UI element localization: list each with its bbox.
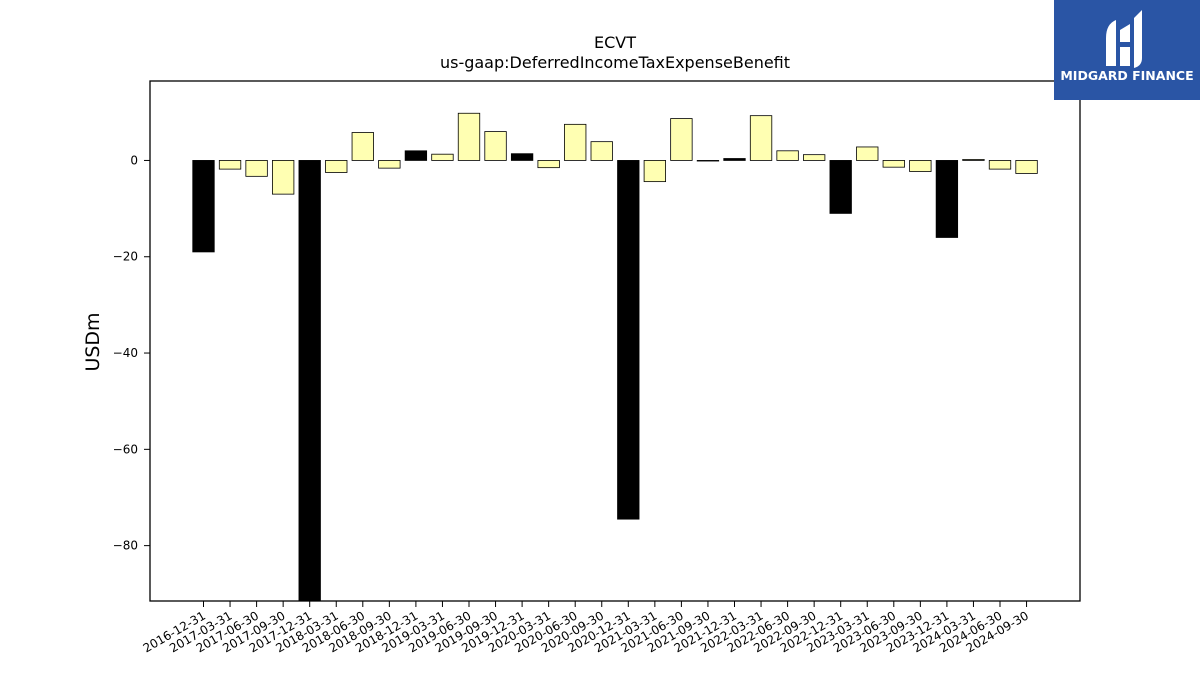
bar-2022-12-31: [829, 160, 852, 214]
bar-2021-12-31: [723, 158, 746, 161]
bar-2022-06-30: [776, 150, 799, 161]
logo-text: MIDGARD FINANCE: [1060, 68, 1194, 83]
bar-2017-03-31: [218, 160, 242, 170]
bar-2022-03-31: [749, 115, 773, 161]
x-ticks-group: 2016-12-312017-03-312017-06-302017-09-30…: [141, 601, 1031, 655]
bar-2018-12-31: [404, 150, 428, 161]
bar-2022-09-30: [803, 154, 826, 161]
bar-2019-09-30: [484, 131, 507, 161]
y-tick-label: −20: [113, 250, 138, 264]
bar-2021-03-31: [643, 160, 666, 183]
chart-title: ECVT: [594, 33, 636, 52]
bar-2019-06-30: [457, 112, 481, 161]
chart-subtitle: us-gaap:DeferredIncomeTaxExpenseBenefit: [440, 53, 790, 72]
bar-2021-06-30: [670, 118, 693, 161]
bar-2024-09-30: [1015, 160, 1038, 174]
bars-group: [192, 112, 1038, 602]
bar-2023-06-30: [882, 160, 905, 168]
plot-frame: [149, 80, 1081, 602]
y-tick-label: −40: [113, 346, 138, 360]
bar-2018-06-30: [351, 132, 374, 161]
midgard-finance-logo: MIDGARD FINANCE: [1054, 0, 1200, 100]
bar-2023-12-31: [935, 160, 959, 238]
bar-2019-03-31: [431, 153, 454, 161]
bar-2016-12-31: [192, 160, 215, 253]
bar-2023-09-30: [909, 160, 932, 172]
y-tick-label: −60: [113, 442, 138, 456]
bar-2019-12-31: [510, 153, 534, 161]
bar-2021-09-30: [696, 160, 720, 162]
bar-2018-03-31: [325, 160, 348, 173]
bar-2020-12-31: [617, 160, 640, 520]
y-ticks-group: 0 −20 −40 −60 −80: [113, 153, 150, 553]
y-tick-label: 0: [130, 153, 138, 167]
bar-2017-09-30: [271, 160, 295, 195]
bar-2023-03-31: [856, 146, 879, 161]
bar-2024-03-31: [962, 159, 985, 161]
bar-2024-06-30: [988, 160, 1012, 170]
y-tick-label: −80: [113, 539, 138, 553]
y-axis-label: USDm: [82, 312, 104, 371]
bar-2020-06-30: [564, 123, 587, 161]
bar-2020-09-30: [590, 141, 613, 161]
bar-2017-06-30: [245, 160, 268, 177]
bar-2018-09-30: [378, 160, 401, 169]
bar-2020-03-31: [537, 160, 560, 169]
bar-2017-12-31: [298, 160, 321, 602]
midgard-logo-icon: [1106, 10, 1142, 68]
